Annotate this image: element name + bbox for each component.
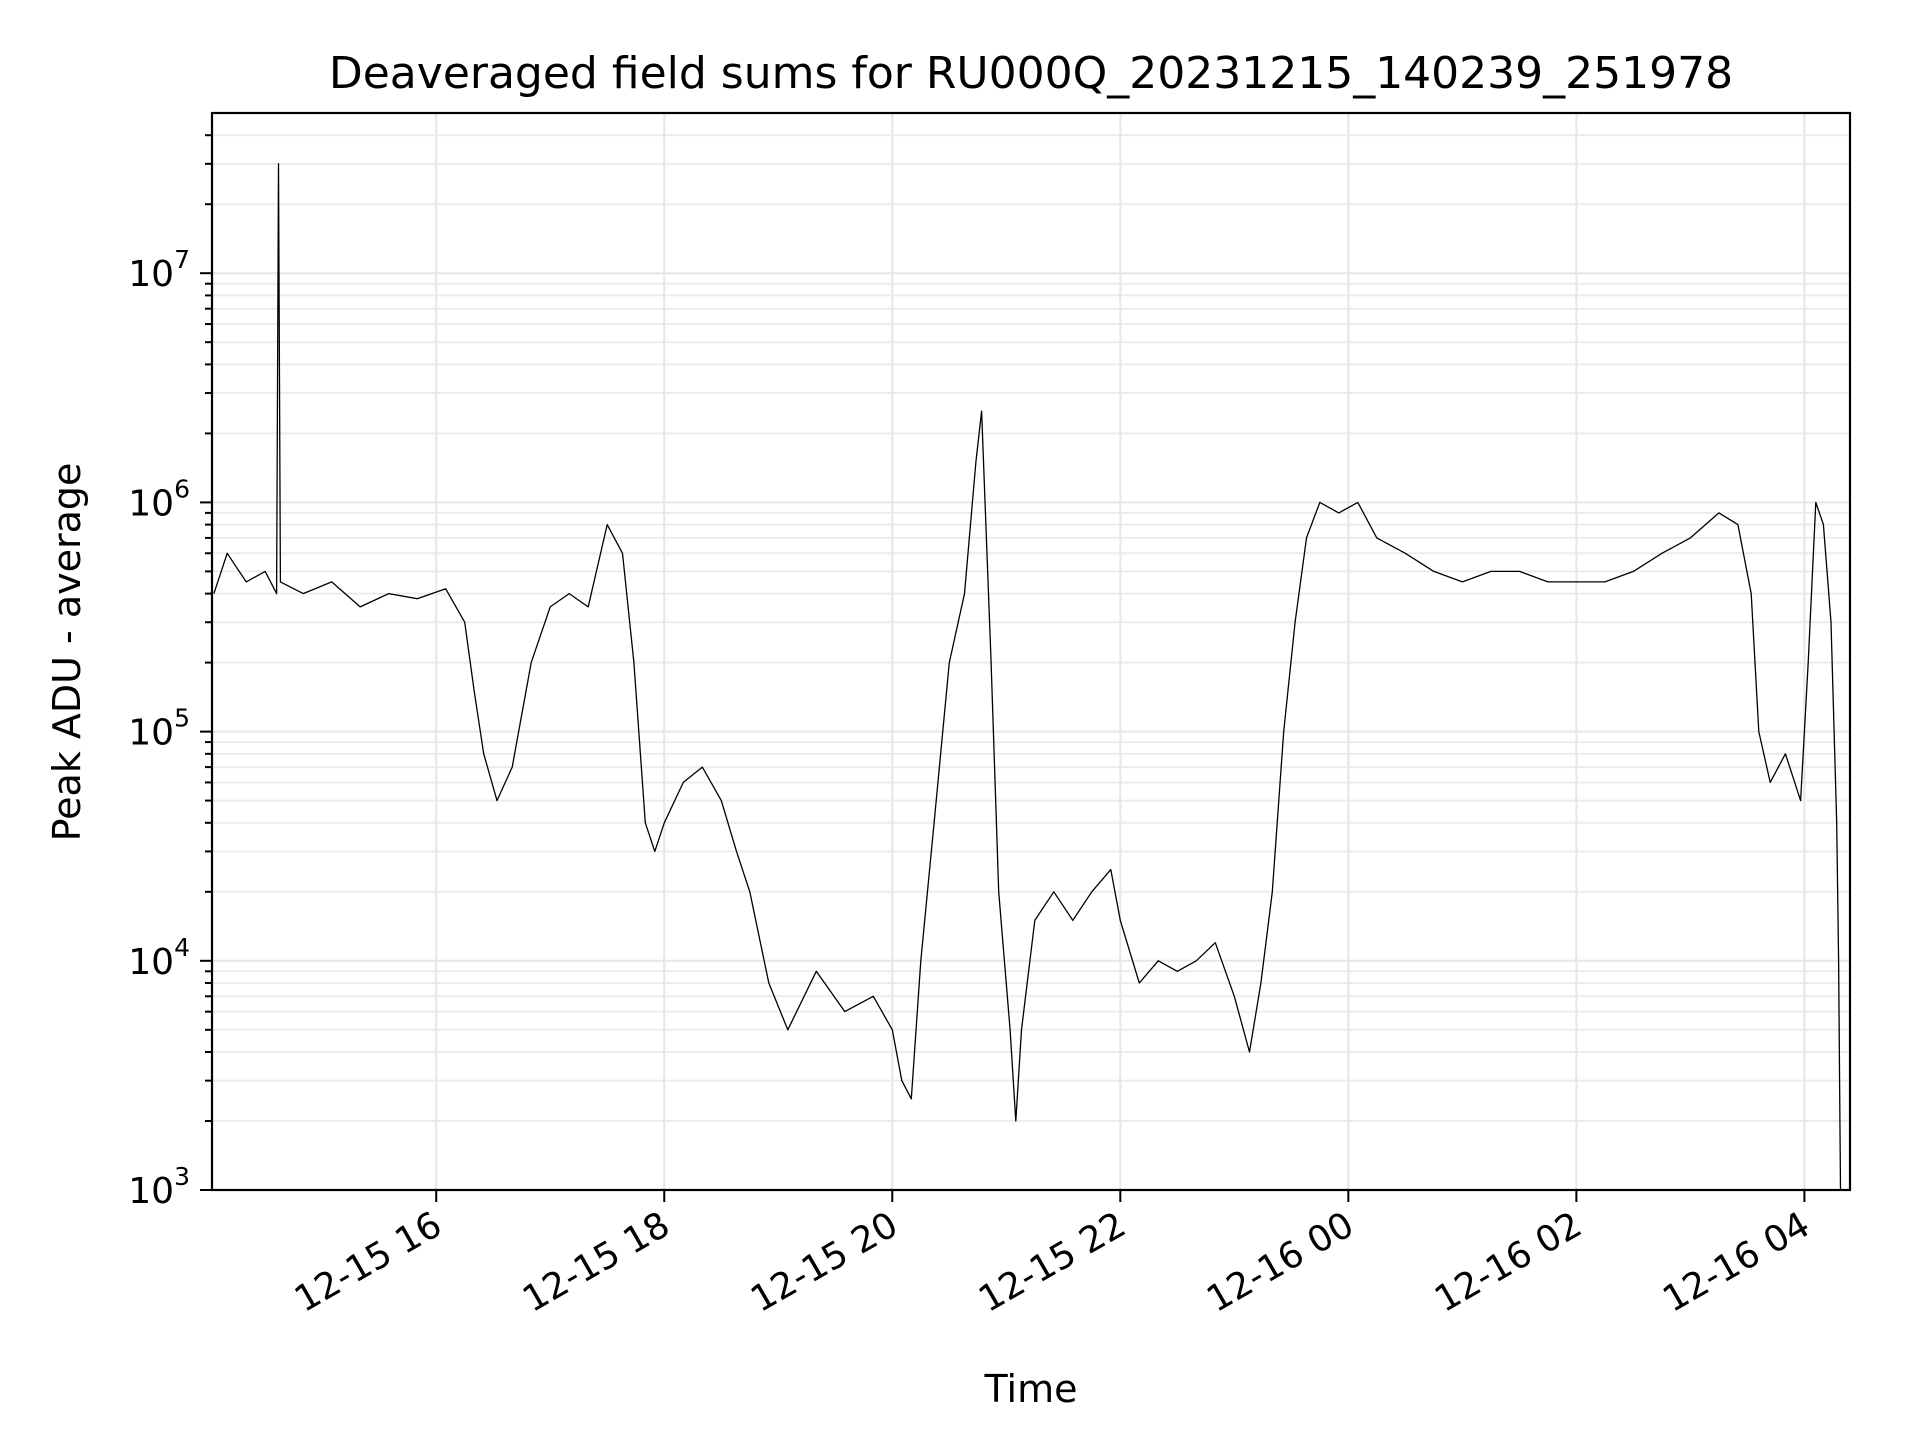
- y-tick-label: 106: [128, 474, 190, 524]
- x-tick-label: 12-15 20: [744, 1204, 905, 1320]
- grid: [212, 113, 1850, 1190]
- series-layer: [213, 163, 1842, 1191]
- x-tick-label: 12-15 16: [288, 1204, 449, 1320]
- x-tick-label: 12-16 02: [1428, 1204, 1589, 1320]
- plot-frame: [210, 111, 1852, 1192]
- y-tick-label: 103: [128, 1162, 190, 1212]
- y-tick-label: 104: [128, 933, 190, 983]
- y-tick-label: 107: [128, 245, 190, 295]
- y-tick-label: 105: [128, 704, 190, 754]
- x-tick-label: 12-15 18: [516, 1204, 677, 1320]
- x-tick-label: 12-16 00: [1200, 1204, 1361, 1320]
- x-tick-label: 12-15 22: [972, 1204, 1133, 1320]
- axes: 103 104 105 106 107 12-15 16 12-15 18 12-15 20 1…: [128, 134, 1817, 1321]
- x-axis-label: Time: [984, 1367, 1078, 1411]
- y-axis-label: Peak ADU - average: [45, 463, 89, 842]
- x-tick-label: 12-16 04: [1656, 1204, 1817, 1320]
- series-line: [213, 163, 1842, 1191]
- chart-title: Deaveraged field sums for RU000Q_2023121…: [329, 48, 1733, 99]
